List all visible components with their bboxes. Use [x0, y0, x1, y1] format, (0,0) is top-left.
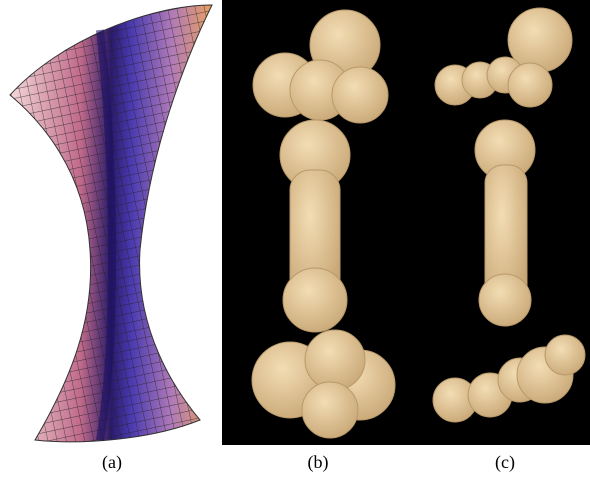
caption-a: (a) [82, 452, 142, 473]
figure: (a) (b) (c) [0, 0, 590, 483]
panel-a-surface [10, 5, 212, 442]
caption-c: (c) [475, 452, 535, 473]
figure-images [0, 0, 590, 450]
caption-b: (b) [288, 452, 348, 473]
